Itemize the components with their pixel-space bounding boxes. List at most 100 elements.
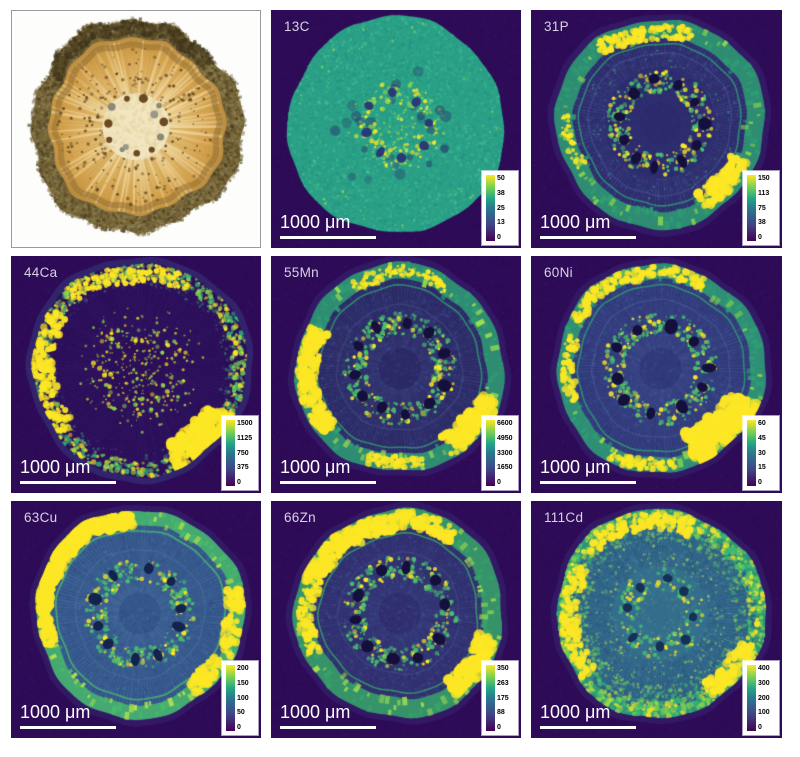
colorbar-tick: 6600 <box>497 420 513 427</box>
colorbar: 60 45 30 15 0 <box>743 416 779 490</box>
colorbar-tick: 4950 <box>497 434 513 442</box>
panel-label: 66Zn <box>284 510 316 525</box>
colorbar-tick: 0 <box>497 479 501 486</box>
colorbar-tick: 0 <box>237 479 241 486</box>
scale-bar-line <box>20 726 116 729</box>
colorbar: 350 263 175 88 0 <box>482 661 518 735</box>
colorbar-ticks: 1500 1125 750 375 0 <box>235 420 253 486</box>
colorbar-tick: 100 <box>758 709 770 717</box>
panel-label: 63Cu <box>24 510 58 525</box>
panel-zn66: 66Zn 1000 μm 350 263 175 88 0 <box>271 501 521 738</box>
scale-bar-label: 1000 μm <box>20 702 91 722</box>
panel-label: 31P <box>544 19 569 34</box>
colorbar-gradient <box>486 175 495 241</box>
colorbar-tick: 38 <box>758 219 766 227</box>
mn55-map-canvas <box>271 256 521 493</box>
scale-bar-line <box>280 481 376 484</box>
colorbar-tick: 150 <box>758 175 770 182</box>
colorbar-ticks: 50 38 25 13 0 <box>495 175 505 241</box>
colorbar: 6600 4950 3300 1650 0 <box>482 416 518 490</box>
colorbar-gradient <box>486 665 495 731</box>
scale-bar-label: 1000 μm <box>280 457 351 477</box>
panel-p31: 31P 1000 μm 150 113 75 38 0 <box>531 10 782 248</box>
colorbar-ticks: 60 45 30 15 0 <box>756 420 766 486</box>
scale-bar: 1000 μm <box>540 702 636 729</box>
colorbar-gradient <box>486 420 495 486</box>
colorbar-ticks: 150 113 75 38 0 <box>756 175 770 241</box>
panel-label: 111Cd <box>544 510 584 525</box>
colorbar-tick: 350 <box>497 665 509 672</box>
colorbar-tick: 50 <box>237 709 245 717</box>
colorbar-ticks: 400 300 200 100 0 <box>756 665 770 731</box>
scale-bar-label: 1000 μm <box>540 212 611 232</box>
colorbar-tick: 1500 <box>237 420 253 427</box>
colorbar: 50 38 25 13 0 <box>482 171 518 245</box>
colorbar-tick: 0 <box>497 724 501 731</box>
scale-bar-label: 1000 μm <box>280 212 351 232</box>
colorbar-tick: 300 <box>758 679 770 687</box>
c13-map-canvas <box>271 10 521 248</box>
colorbar-tick: 0 <box>497 234 501 241</box>
p31-map-canvas <box>531 10 782 248</box>
colorbar-tick: 1125 <box>237 434 253 442</box>
colorbar-gradient <box>226 665 235 731</box>
panel-c13: 13C 1000 μm 50 38 25 13 0 <box>271 10 521 248</box>
scale-bar-line <box>280 726 376 729</box>
colorbar-tick: 200 <box>758 694 770 702</box>
panel-optical <box>11 10 261 248</box>
scale-bar-line <box>540 481 636 484</box>
colorbar: 1500 1125 750 375 0 <box>222 416 258 490</box>
colorbar: 200 150 100 50 0 <box>222 661 258 735</box>
ca44-map-canvas <box>11 256 261 493</box>
colorbar-tick: 75 <box>758 204 766 212</box>
colorbar-tick: 400 <box>758 665 770 672</box>
scale-bar-label: 1000 μm <box>540 702 611 722</box>
colorbar-tick: 1650 <box>497 464 513 472</box>
cu63-map-canvas <box>11 501 261 738</box>
colorbar-tick: 0 <box>758 234 762 241</box>
colorbar-tick: 50 <box>497 175 505 182</box>
colorbar-tick: 0 <box>758 724 762 731</box>
panel-label: 13C <box>284 19 310 34</box>
colorbar-tick: 30 <box>758 449 766 457</box>
colorbar-tick: 200 <box>237 665 249 672</box>
zn66-map-canvas <box>271 501 521 738</box>
scale-bar: 1000 μm <box>540 212 636 239</box>
colorbar-tick: 15 <box>758 464 766 472</box>
panel-cd111: 111Cd 1000 μm 400 300 200 100 0 <box>531 501 782 738</box>
scale-bar-label: 1000 μm <box>280 702 351 722</box>
colorbar-tick: 175 <box>497 694 509 702</box>
colorbar-tick: 0 <box>237 724 241 731</box>
colorbar-tick: 113 <box>758 189 770 197</box>
scale-bar: 1000 μm <box>20 702 116 729</box>
optical-photo-canvas <box>12 11 260 247</box>
colorbar-gradient <box>226 420 235 486</box>
colorbar-ticks: 6600 4950 3300 1650 0 <box>495 420 513 486</box>
panel-label: 44Ca <box>24 265 58 280</box>
colorbar: 400 300 200 100 0 <box>743 661 779 735</box>
colorbar-tick: 375 <box>237 464 249 472</box>
colorbar-tick: 60 <box>758 420 766 427</box>
panel-mn55: 55Mn 1000 μm 6600 4950 3300 1650 0 <box>271 256 521 493</box>
colorbar-tick: 750 <box>237 449 249 457</box>
colorbar-gradient <box>747 420 756 486</box>
scale-bar: 1000 μm <box>20 457 116 484</box>
colorbar-tick: 100 <box>237 694 249 702</box>
scale-bar: 1000 μm <box>540 457 636 484</box>
colorbar-ticks: 350 263 175 88 0 <box>495 665 509 731</box>
colorbar-gradient <box>747 175 756 241</box>
panel-label: 55Mn <box>284 265 319 280</box>
colorbar-tick: 0 <box>758 479 762 486</box>
colorbar-tick: 13 <box>497 219 505 227</box>
panel-cu63: 63Cu 1000 μm 200 150 100 50 0 <box>11 501 261 738</box>
scale-bar-label: 1000 μm <box>20 457 91 477</box>
colorbar-ticks: 200 150 100 50 0 <box>235 665 249 731</box>
scale-bar-line <box>280 236 376 239</box>
scale-bar-line <box>20 481 116 484</box>
colorbar-tick: 150 <box>237 679 249 687</box>
colorbar-tick: 88 <box>497 709 505 717</box>
scale-bar: 1000 μm <box>280 457 376 484</box>
panel-ca44: 44Ca 1000 μm 1500 1125 750 375 0 <box>11 256 261 493</box>
cd111-map-canvas <box>531 501 782 738</box>
